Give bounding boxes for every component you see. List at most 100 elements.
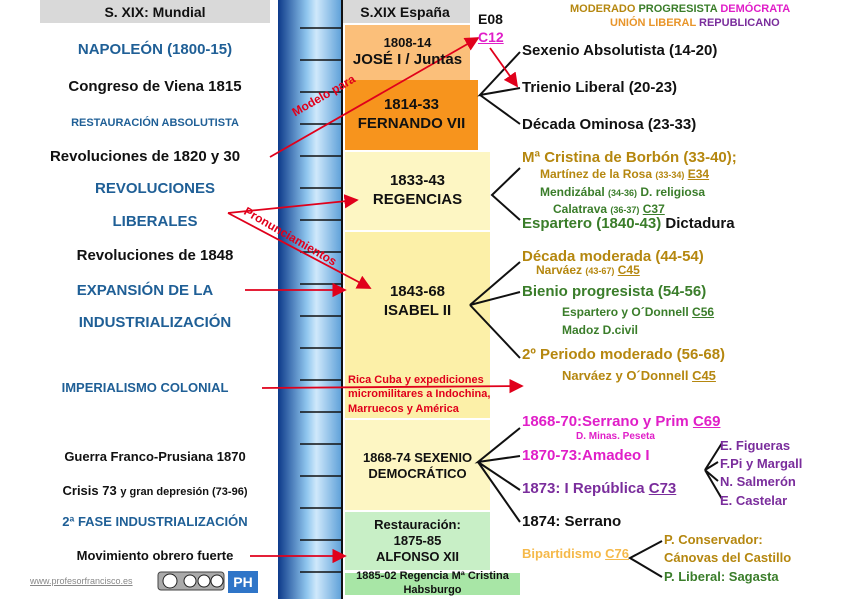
- period-line: 1885-02 Regencia Mª Cristina Habsburgo: [356, 570, 509, 596]
- footer-site[interactable]: www.profesorfrancisco.es: [30, 576, 133, 586]
- ph-logo-bg: [228, 571, 258, 593]
- event-ref: C69: [692, 413, 721, 430]
- spain-event: 1870-73:Amadeo I: [522, 447, 650, 464]
- spain-event: Trienio Liberal (20-23): [522, 79, 678, 96]
- period-line: 1868-74 SEXENIO: [362, 449, 473, 465]
- spain-event: 1873: I República C73: [522, 481, 676, 496]
- legend: UNIÓN LIBERAL REPUBLICANO: [610, 18, 780, 29]
- event-name: Narváez y O´Donnell: [562, 368, 689, 383]
- period-line: FERNANDO VII: [357, 115, 466, 132]
- period: 1814-33 FERNANDO VII: [345, 82, 478, 148]
- spain-event: Sexenio Absolutista (14-20): [522, 42, 718, 59]
- ref: E08: [478, 11, 503, 27]
- period: 1843-68 ISABEL II: [345, 262, 490, 342]
- event-dates: (43-67): [585, 266, 615, 276]
- event-dates: (36-37): [610, 205, 640, 215]
- event-ref: C45: [617, 263, 640, 277]
- spain-event: Bipartidismo C76: [522, 547, 629, 560]
- spain-event: 1874: Serrano: [522, 513, 622, 530]
- spain-event: Espartero (1840-43) Dictadura: [522, 216, 735, 231]
- party: P. Liberal: Sagasta: [664, 569, 779, 584]
- world-event: Guerra Franco-Prusiana 1870: [64, 449, 246, 464]
- period-line: REGENCIAS: [372, 191, 463, 208]
- legend-item: DEMÓCRATA: [720, 3, 791, 15]
- spain-event: D. Minas. Peseta: [576, 431, 655, 442]
- period-line: 1875-85: [393, 532, 442, 548]
- period-line: DEMOCRÁTICO: [368, 466, 467, 481]
- world-event: Revoluciones de 1820 y 30: [49, 148, 241, 165]
- event-extra: Dictadura: [665, 215, 735, 232]
- world-event: NAPOLEÓN (1800-15): [77, 41, 233, 58]
- header-spain: S.XIX España: [360, 4, 450, 20]
- spain-event: Narváez y O´Donnell C45: [562, 369, 716, 382]
- note-line: Rica Cuba y expediciones: [348, 374, 484, 386]
- period-line: ALFONSO XII: [375, 549, 460, 565]
- ph-logo: PH: [233, 574, 253, 590]
- header-bg: [340, 0, 470, 23]
- event-name: Espartero (1840-43): [522, 215, 662, 232]
- cc-icon: [162, 573, 178, 589]
- world-event: EXPANSIÓN DE LA: [76, 282, 214, 299]
- spain-event: Narváez (43-67) C45: [536, 264, 640, 276]
- cc-icon: [210, 574, 224, 588]
- event-name: Bipartidismo: [522, 546, 602, 561]
- spain-event: 1868-70:Serrano y Prim C69: [522, 414, 720, 429]
- timeline-ticks: [300, 27, 342, 573]
- world-event: Movimiento obrero fuerte: [76, 548, 234, 563]
- period: 1808-14 JOSÉ I / Juntas: [345, 25, 470, 80]
- period-box: [345, 80, 478, 150]
- period-line: Restauración:: [374, 516, 461, 532]
- event-name: Calatrava: [553, 202, 608, 216]
- period-line: ISABEL II: [383, 302, 452, 319]
- header-bg: [40, 0, 270, 23]
- event-ref: E34: [687, 167, 710, 181]
- president: N. Salmerón: [720, 474, 796, 490]
- period: 1833-43 REGENCIAS: [345, 152, 490, 230]
- world-event-main: Crisis 73: [62, 483, 117, 498]
- world-event: Congreso de Viena 1815: [68, 78, 242, 95]
- cc-icon: [197, 574, 211, 588]
- header-world: S. XIX: Mundial: [104, 4, 206, 20]
- spain-event: 2º Periodo moderado (56-68): [522, 346, 726, 363]
- period: 1885-02 Regencia Mª Cristina Habsburgo: [345, 570, 520, 596]
- world-event-detail: y gran depresión (73-96): [120, 486, 248, 498]
- world-event: REVOLUCIONES: [94, 180, 215, 197]
- event-extra: D. religiosa: [640, 185, 706, 199]
- colonial-note: Rica Cuba y expediciones micromilitares a…: [348, 373, 490, 416]
- legend: MODERADO PROGRESISTA DEMÓCRATA: [570, 4, 790, 15]
- legend-item: REPUBLICANO: [699, 17, 780, 29]
- event-dates: (33-34): [655, 170, 685, 180]
- president: E. Figueras: [720, 438, 791, 453]
- spain-event: Década Ominosa (23-33): [522, 116, 697, 133]
- note-line: micromilitares a Indochina,: [348, 388, 491, 401]
- world-event: LIBERALES: [112, 213, 198, 230]
- period-line: 1833-43: [389, 172, 446, 190]
- period-box: [345, 152, 490, 230]
- period-box: [345, 512, 490, 570]
- brackets: [469, 51, 723, 578]
- event-dates: (34-36): [608, 188, 638, 198]
- world-event: RESTAURACIÓN ABSOLUTISTA: [71, 117, 239, 129]
- note-line: Marruecos y América: [348, 402, 459, 415]
- event-ref: C73: [648, 480, 677, 497]
- period-line: JOSÉ I / Juntas: [352, 51, 463, 69]
- presidents: E. Figueras F.Pi y Margall N. Salmerón E. C…: [720, 437, 802, 510]
- event-ref: C37: [642, 202, 665, 216]
- event-name: 1868-70:Serrano y Prim: [522, 413, 689, 430]
- period-line: 1814-33: [383, 96, 440, 114]
- spain-event: Martínez de la Rosa (33-34) E34: [540, 168, 709, 180]
- ref: C12: [478, 29, 504, 45]
- event-name: 1873: I República: [522, 480, 645, 497]
- event-name: Mendizábal: [540, 185, 605, 199]
- event-name: Martínez de la Rosa: [540, 167, 653, 181]
- spain-event: Madoz D.civil: [562, 323, 639, 337]
- legend-item: UNIÓN LIBERAL: [610, 17, 696, 29]
- president: E. Castelar: [720, 492, 788, 508]
- president: F.Pi y Margall: [720, 456, 803, 472]
- world-event: IMPERIALISMO COLONIAL: [61, 380, 229, 395]
- event-ref: C45: [692, 368, 716, 383]
- period-box: [345, 25, 470, 80]
- period-box: [345, 420, 490, 510]
- world-event: INDUSTRIALIZACIÓN: [78, 314, 232, 331]
- period-line: 1843-68: [389, 283, 446, 301]
